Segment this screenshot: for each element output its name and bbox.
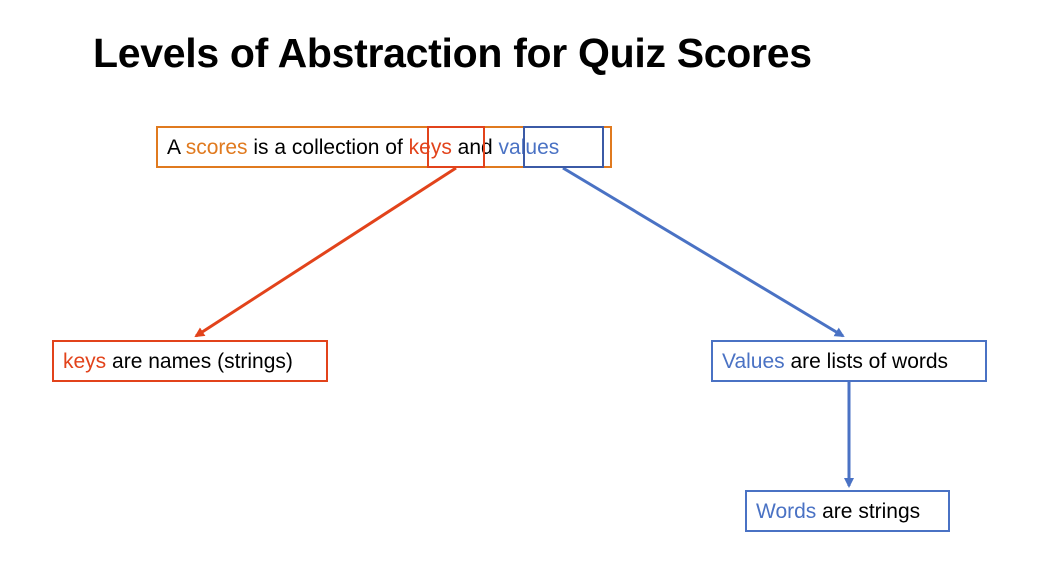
- keys-highlight: [427, 126, 485, 168]
- values-node-keyword: Values: [722, 349, 785, 373]
- root-keys-word: keys: [408, 135, 452, 159]
- root-scores-word: scores: [185, 135, 248, 159]
- root-mid: is a collection of: [247, 135, 409, 159]
- root-prefix: A: [167, 135, 186, 159]
- keys-arrow: [194, 166, 457, 338]
- root-node: A scores is a collection of keys and val…: [156, 126, 612, 168]
- keys-node: keys are names (strings): [52, 340, 328, 382]
- words-node: Words are strings: [745, 490, 950, 532]
- words-node-keyword: Words: [756, 499, 817, 523]
- values-node: Values are lists of words: [711, 340, 987, 382]
- values-node-text: are lists of words: [784, 349, 949, 373]
- keys-node-text: are names (strings): [106, 349, 293, 373]
- values-highlight: [523, 126, 604, 168]
- values-arrow: [562, 166, 845, 338]
- keys-node-keyword: keys: [63, 349, 107, 373]
- root-values-word: values: [498, 135, 560, 159]
- page-title: Levels of Abstraction for Quiz Scores: [93, 30, 812, 76]
- words-node-text: are strings: [816, 499, 921, 523]
